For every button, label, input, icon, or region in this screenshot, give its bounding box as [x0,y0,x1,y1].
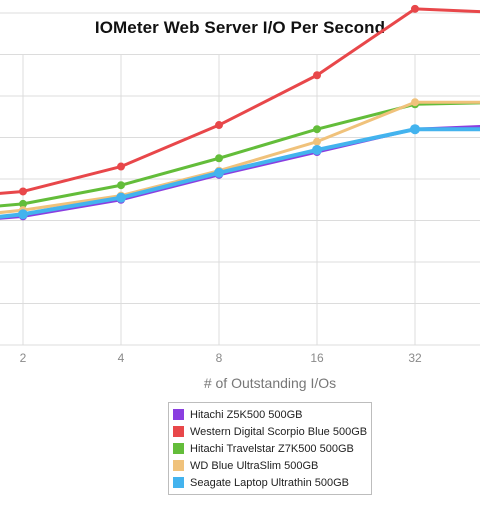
x-axis-ticks: 2 4 8 16 32 [20,351,422,365]
series-4 [0,124,480,220]
data-point [18,209,28,220]
data-point [117,181,125,190]
data-point [117,162,125,171]
chart-title: IOMeter Web Server I/O Per Second [94,18,386,37]
legend-label: Seagate Laptop Ultrathin 500GB [190,476,350,489]
x-tick-label: 32 [408,351,422,365]
data-point [411,98,419,107]
legend-label: Hitachi Travelstar Z7K500 500GB [190,442,354,455]
legend-label: Western Digital Scorpio Blue 500GB [190,425,368,438]
x-tick-label: 8 [216,351,223,365]
legend-swatch [173,409,184,420]
series-layer [0,4,480,221]
legend-item: Hitachi Z5K500 500GB [173,406,371,423]
legend: Hitachi Z5K500 500GB Western Digital Scor… [168,402,372,495]
data-point [312,144,322,155]
legend-swatch [173,426,184,437]
data-point [19,199,27,208]
legend-swatch [173,443,184,454]
data-point [215,121,223,130]
data-point [116,192,126,203]
legend-item: WD Blue UltraSlim 500GB [173,457,371,474]
legend-item: Seagate Laptop Ultrathin 500GB [173,474,371,491]
legend-swatch [173,460,184,471]
legend-label: Hitachi Z5K500 500GB [190,408,303,421]
series-line [0,100,480,215]
data-point [214,167,224,178]
legend-item: Hitachi Travelstar Z7K500 500GB [173,440,371,457]
x-axis-title: # of Outstanding I/Os [204,375,336,391]
legend-item: Western Digital Scorpio Blue 500GB [173,423,371,440]
data-point [410,124,420,135]
series-1 [0,4,480,196]
series-line [0,101,480,208]
data-point [215,154,223,163]
data-point [313,137,321,146]
data-point [313,125,321,134]
legend-label: WD Blue UltraSlim 500GB [190,459,319,472]
data-point [313,71,321,80]
data-point [19,187,27,196]
data-point [411,4,419,13]
series-line [0,124,480,220]
legend-swatch [173,477,184,488]
x-tick-label: 2 [20,351,27,365]
x-tick-label: 4 [118,351,125,365]
series-line [0,127,480,219]
x-tick-label: 16 [310,351,324,365]
